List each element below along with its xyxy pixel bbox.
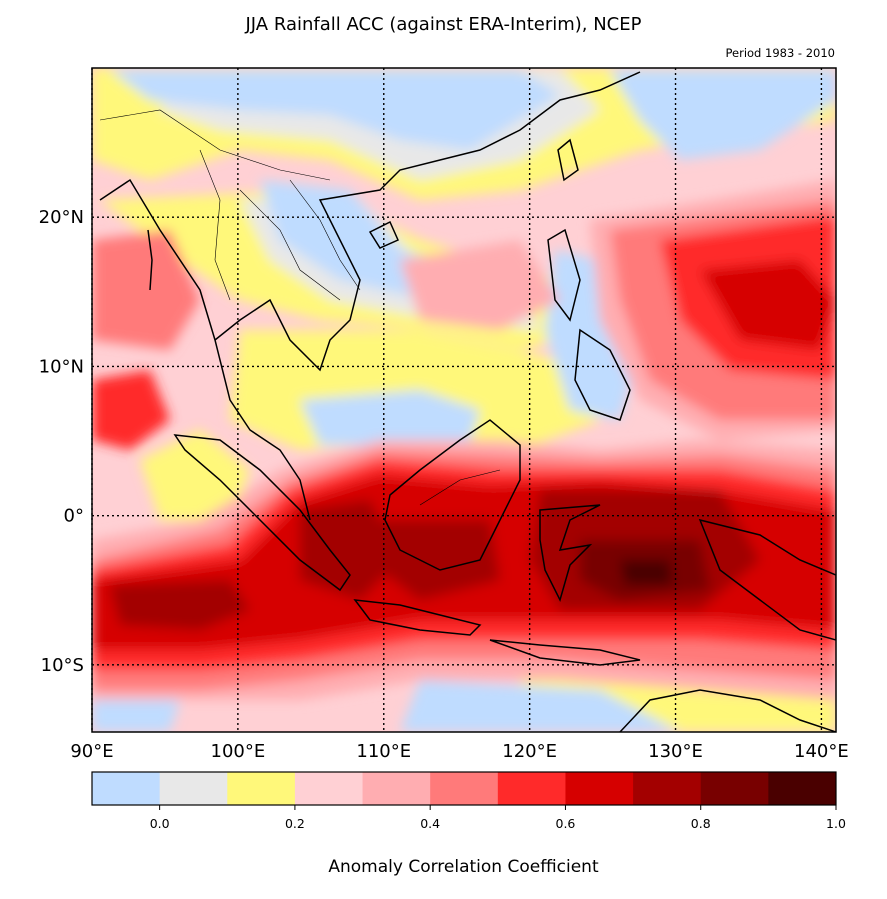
colorbar-frame	[91, 771, 837, 806]
colorbar-swatch	[497, 772, 566, 805]
border-borneo	[419, 469, 501, 506]
field-patch-blue-ne	[610, 70, 836, 160]
colorbar-swatch	[430, 772, 499, 805]
coastline-taiwan	[557, 138, 579, 182]
coastline-andaman	[147, 229, 153, 291]
period-subtitle: Period 1983 - 2010	[725, 46, 835, 60]
coastline-australia	[619, 689, 836, 732]
coastline-hainan	[368, 220, 399, 249]
lat-tick-label: 20°N	[39, 207, 84, 228]
lon-tick-label: 90°E	[70, 741, 113, 762]
lon-tick-label: 140°E	[794, 741, 849, 762]
coastline-sulawesi	[539, 504, 601, 603]
lat-tick-label: 0°	[64, 506, 84, 527]
lon-tick-label: 100°E	[211, 741, 266, 762]
colorbar-swatch	[294, 772, 364, 805]
field-patch-dark-ne	[700, 260, 836, 350]
colorbar-tick-label: 0.2	[285, 816, 305, 831]
coastlines	[99, 71, 836, 732]
coastline-sumatra	[173, 434, 351, 592]
field-patch-blue-north	[110, 70, 560, 150]
border-laos-vietnam	[289, 179, 361, 291]
lat-tick-label: 10°S	[41, 655, 84, 676]
field-patch-blue-south	[400, 680, 680, 732]
colorbar-swatch	[92, 772, 161, 805]
colorbar-tick-label: 0.6	[556, 816, 576, 831]
field-core-banda-max	[620, 560, 672, 585]
latitude-tick-labels: 20°N 10°N 0° 10°S	[39, 207, 84, 676]
colorbar-swatch	[565, 772, 634, 805]
acc-field	[92, 68, 836, 732]
field-patch-blue-philippines	[545, 250, 640, 420]
colorbar-tick-label: 1.0	[826, 816, 846, 831]
colorbar-swatch	[768, 772, 837, 805]
field-patch-blue-sw	[92, 690, 180, 732]
field-patch-pink-scs	[400, 240, 560, 330]
coastline-philippines-luzon	[547, 228, 581, 322]
longitude-tick-labels: 90°E 100°E 110°E 120°E 130°E 140°E	[70, 741, 848, 762]
lon-tick-label: 120°E	[502, 741, 557, 762]
field-core-west	[110, 580, 250, 630]
field-patch-red-west	[92, 230, 200, 350]
colorbar-label: Anomaly Correlation Coefficient	[328, 857, 599, 877]
map-title: JJA Rainfall ACC (against ERA-Interim), …	[245, 14, 642, 35]
coastline-lesser-sunda	[489, 639, 641, 666]
field-patch-yellow-west	[140, 430, 250, 520]
border-thailand-laos	[239, 189, 341, 301]
field-core-sumatra	[300, 500, 400, 600]
coastline-new-guinea	[698, 518, 836, 641]
field-patch-red2-west	[92, 370, 170, 450]
coastline-borneo	[384, 419, 521, 571]
field-patch-blue-scs	[300, 390, 480, 445]
colorbar-swatch	[227, 772, 296, 805]
coastline-indochina	[99, 71, 641, 521]
colorbar-tick-label: 0.0	[150, 816, 170, 831]
colorbar-tick-label: 0.8	[691, 816, 711, 831]
coastline-java	[353, 599, 482, 636]
colorbar-swatch	[362, 772, 431, 805]
colorbar-swatch	[633, 772, 702, 805]
colorbar-tick-label: 0.4	[420, 816, 440, 831]
lon-tick-label: 110°E	[356, 741, 411, 762]
lat-tick-label: 10°N	[39, 356, 84, 377]
country-borders	[99, 109, 501, 506]
map-frame	[91, 67, 837, 733]
coastline-philippines-south	[574, 328, 631, 421]
border-myanmar-thailand	[199, 149, 231, 301]
field-core-java-sea	[380, 520, 500, 600]
colorbar-swatch	[159, 772, 228, 805]
colorbar-swatch	[700, 772, 769, 805]
border-china	[99, 109, 331, 181]
lon-tick-label: 130°E	[648, 741, 703, 762]
colorbar: 0.0 0.2 0.4 0.6 0.8 1.0	[91, 771, 846, 831]
